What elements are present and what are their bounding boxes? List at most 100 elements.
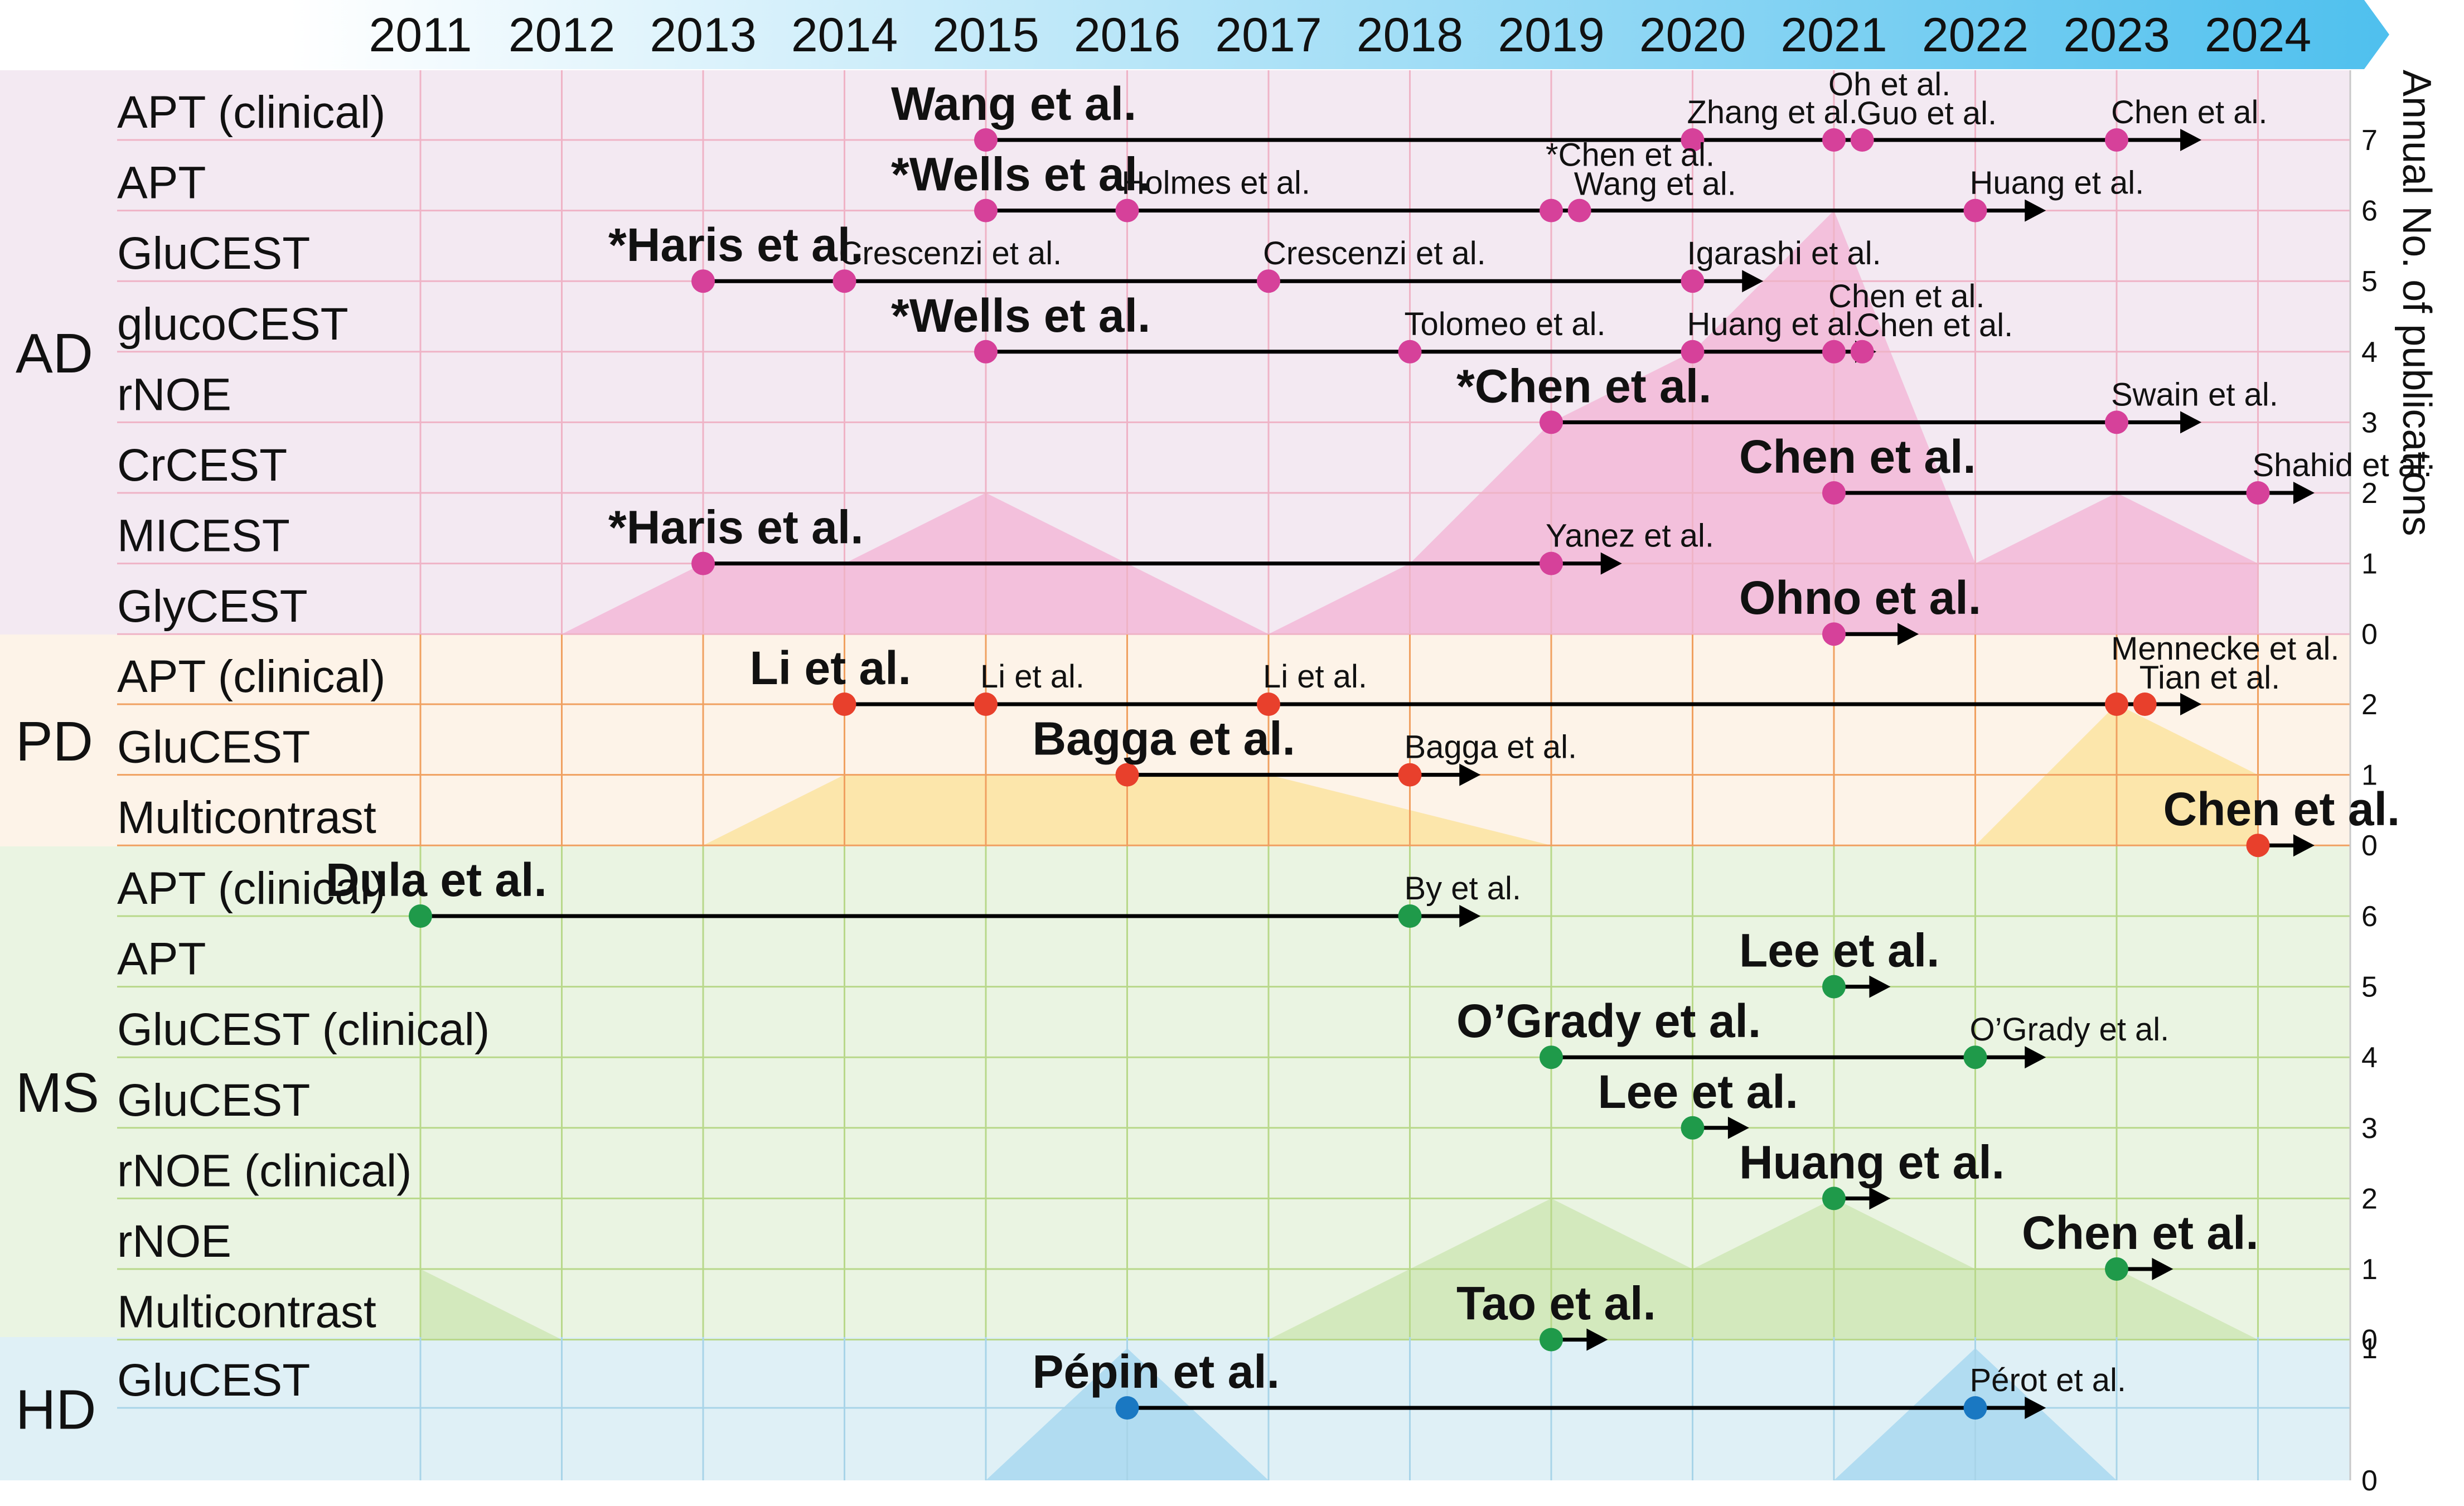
axis-tick-label: 1 — [2361, 548, 2378, 580]
publication-marker — [1822, 975, 1846, 999]
publication-label: Wang et al. — [1574, 166, 1736, 202]
publication-marker — [1540, 1328, 1563, 1352]
publication-label-primary: Pépin et al. — [1033, 1345, 1280, 1398]
timeline-arrowhead — [2025, 1046, 2046, 1069]
year-label: 2011 — [369, 8, 472, 62]
publication-label-primary: O’Grady et al. — [1456, 995, 1761, 1047]
row-label: GluCEST — [117, 722, 310, 773]
publication-label-primary: Li et al. — [750, 642, 911, 694]
axis-tick-label: 4 — [2361, 336, 2378, 369]
axis-tick-label: 2 — [2361, 1183, 2378, 1215]
timeline-arrowhead — [1459, 905, 1481, 927]
year-label: 2017 — [1215, 8, 1321, 62]
publication-marker — [1963, 1045, 1987, 1069]
axis-tick-label: 0 — [2361, 830, 2378, 862]
timeline-arrowhead — [1869, 1187, 1891, 1210]
year-label: 2023 — [2063, 8, 2170, 62]
publication-marker — [1398, 763, 1422, 787]
axis-tick-label: 0 — [2361, 618, 2378, 651]
axis-tick-label: 0 — [2361, 1324, 2378, 1357]
row-label: APT (clinical) — [117, 863, 385, 914]
publication-label: Crescenzi et al. — [1263, 235, 1486, 272]
year-label: 2022 — [1922, 8, 2029, 62]
publication-marker — [2246, 834, 2270, 858]
row-label: MICEST — [117, 511, 290, 561]
axis-tick-label: 4 — [2361, 1042, 2378, 1074]
publication-marker — [1822, 481, 1846, 505]
publication-label-primary: *Chen et al. — [1456, 360, 1711, 412]
publications-area-ms — [420, 1198, 2258, 1340]
row-label: glucoCEST — [117, 299, 348, 350]
year-label: 2012 — [509, 8, 615, 62]
publications-area-ad — [420, 210, 2258, 635]
publication-marker — [409, 904, 432, 928]
publication-marker — [2105, 1257, 2128, 1281]
publication-marker — [1540, 1045, 1563, 1069]
publication-label: Chen et al. — [1857, 307, 2013, 343]
publication-marker — [1567, 198, 1591, 222]
row-label: GlyCEST — [117, 581, 308, 632]
axis-tick-label: 1 — [2361, 1253, 2378, 1286]
group-label-hd: HD — [16, 1379, 96, 1441]
publication-label-primary: Chen et al. — [1739, 430, 1976, 483]
publication-label: Oh et al. — [1828, 66, 1950, 103]
publication-label: Guo et al. — [1857, 95, 1997, 132]
publication-marker — [2133, 693, 2157, 716]
publication-label: Huang et al. — [1970, 165, 2144, 201]
row-label: APT (clinical) — [117, 87, 385, 138]
publication-marker — [2105, 410, 2128, 434]
row-label: APT — [117, 158, 206, 209]
year-label: 2015 — [932, 8, 1039, 62]
axis-tick-label: 5 — [2361, 265, 2378, 298]
axis-tick-label: 3 — [2361, 406, 2378, 439]
publication-marker — [1681, 340, 1705, 364]
publication-marker — [1963, 198, 1987, 222]
timeline-arrowhead — [1600, 552, 1622, 575]
publication-label-primary: Chen et al. — [2163, 783, 2400, 835]
year-label: 2021 — [1780, 8, 1887, 62]
publication-label: Chen et al. — [2111, 94, 2268, 130]
publication-label: Li et al. — [980, 658, 1085, 695]
axis-tick-label: 2 — [2361, 689, 2378, 721]
publication-marker — [2246, 481, 2270, 505]
timeline-arrowhead — [1459, 763, 1481, 786]
row-label: APT — [117, 934, 206, 985]
timeline-arrowhead — [2293, 834, 2315, 857]
publication-marker — [832, 269, 856, 293]
publication-label: Li et al. — [1263, 658, 1367, 695]
publication-label-primary: Dula et al. — [326, 854, 547, 906]
axis-tick-label: 5 — [2361, 971, 2378, 1004]
publication-label-primary: Bagga et al. — [1033, 713, 1295, 765]
group-band-ms — [0, 846, 2350, 1337]
publication-label: Mennecke et al. — [2111, 631, 2339, 667]
publication-marker — [1115, 1396, 1139, 1420]
publication-marker — [1963, 1396, 1987, 1420]
year-label: 2018 — [1357, 8, 1463, 62]
publication-marker — [1822, 340, 1846, 364]
publication-label-primary: Wang et al. — [891, 78, 1136, 130]
timeline-arrowhead — [2152, 1258, 2173, 1280]
publication-label-primary: Chen et al. — [2022, 1207, 2259, 1259]
publication-marker — [1257, 269, 1280, 293]
axis-tick-label: 1 — [2361, 759, 2378, 792]
publication-marker — [1681, 269, 1705, 293]
publication-marker — [1540, 551, 1563, 575]
publication-marker — [1257, 693, 1280, 716]
timeline-arrowhead — [1742, 270, 1764, 293]
publication-marker — [1398, 340, 1422, 364]
publication-label: Pérot et al. — [1970, 1362, 2126, 1398]
row-label: GluCEST — [117, 228, 310, 279]
year-label: 2019 — [1498, 8, 1604, 62]
publication-marker — [974, 198, 998, 222]
axis-tick-label: 7 — [2361, 124, 2378, 157]
axis-tick-label: 1 — [2361, 1333, 2378, 1365]
timeline-arrowhead — [1897, 623, 1919, 646]
right-axis-title: Annual No. of publications — [2394, 70, 2439, 536]
publication-marker — [974, 693, 998, 716]
timeline-arrowhead — [2025, 1397, 2046, 1419]
publication-label: Swain et al. — [2111, 376, 2278, 413]
timeline-arrowhead — [2180, 411, 2202, 434]
timeline-arrowhead — [1727, 1116, 1749, 1139]
publication-label: O’Grady et al. — [1970, 1011, 2170, 1048]
publication-marker — [1822, 128, 1846, 152]
